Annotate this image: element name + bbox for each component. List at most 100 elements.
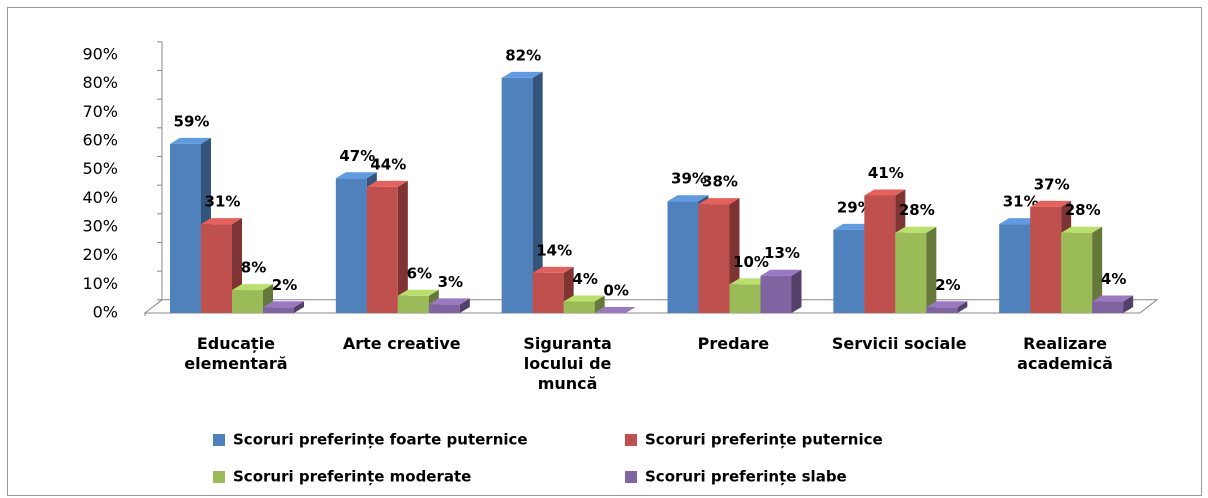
- legend-label: Scoruri preferințe moderate: [233, 468, 471, 486]
- bar-top: [999, 218, 1041, 225]
- bar-top: [1061, 226, 1103, 233]
- data-label: 4%: [572, 270, 597, 288]
- x-tick-label: Arte creative: [342, 334, 461, 353]
- y-tick-label: 80%: [82, 73, 118, 92]
- bar-top: [397, 289, 439, 296]
- floor: [143, 299, 1159, 314]
- bar-side: [1092, 226, 1103, 313]
- y-tick-label: 70%: [82, 102, 118, 121]
- bar-front: [397, 295, 429, 313]
- y-tick-label: 50%: [82, 159, 118, 178]
- bar-top: [563, 295, 605, 302]
- bar-top: [232, 284, 273, 291]
- bar: [1061, 226, 1103, 313]
- legend-swatch: [625, 434, 637, 446]
- bar-top: [201, 218, 242, 225]
- bar-top: [1030, 200, 1072, 207]
- data-label: 0%: [603, 282, 628, 300]
- bar-top: [263, 301, 304, 308]
- bar-front: [895, 232, 927, 313]
- data-label: 8%: [241, 259, 266, 277]
- bar-top: [760, 269, 802, 276]
- legend-swatch: [213, 471, 225, 483]
- x-tick-label: Realizare academică: [1017, 334, 1113, 373]
- y-tick-label: 90%: [82, 45, 118, 64]
- bar-front: [366, 186, 398, 313]
- y-tick-label: 0%: [93, 303, 118, 322]
- data-label: 6%: [407, 264, 432, 282]
- bar: [594, 307, 636, 313]
- bar-front: [428, 304, 460, 313]
- bar-top: [895, 226, 937, 233]
- legend-label: Scoruri preferințe foarte puternice: [233, 431, 528, 449]
- bar-side: [791, 269, 802, 313]
- bar-top: [335, 172, 377, 179]
- bar-side: [926, 226, 937, 313]
- bar-side: [594, 295, 605, 313]
- y-tick-label: 10%: [82, 274, 118, 293]
- data-label: 47%: [339, 147, 375, 165]
- data-label: 2%: [935, 276, 960, 294]
- bar-side: [397, 180, 408, 313]
- data-label: 4%: [1101, 270, 1126, 288]
- bar: [201, 218, 242, 313]
- bar-front: [864, 195, 896, 313]
- bar: [760, 269, 802, 313]
- y-tick-label: 30%: [82, 217, 118, 236]
- bar: [895, 226, 937, 313]
- data-label: 13%: [764, 244, 800, 262]
- bar-side: [1123, 295, 1134, 313]
- data-label: 31%: [205, 193, 241, 211]
- bar-front: [1030, 206, 1062, 313]
- bar-front: [698, 204, 730, 313]
- data-label: 3%: [438, 273, 463, 291]
- legend-label: Scoruri preferințe slabe: [645, 468, 847, 486]
- bar-front: [760, 275, 792, 313]
- bar-front: [170, 143, 201, 313]
- y-tick-label: 60%: [82, 131, 118, 150]
- bar-front: [201, 224, 232, 313]
- bar-front: [833, 229, 865, 313]
- bar-top: [428, 298, 470, 305]
- y-tick-label: 20%: [82, 245, 118, 264]
- bar: [366, 180, 408, 313]
- bar: [263, 301, 304, 313]
- bar-top: [926, 301, 968, 308]
- bar-front: [1061, 232, 1093, 313]
- bar-front: [263, 307, 294, 313]
- data-label: 2%: [272, 276, 297, 294]
- bar-top: [667, 195, 709, 202]
- bar: [926, 301, 968, 313]
- bar-top: [1092, 295, 1134, 302]
- bar: [1092, 295, 1134, 313]
- bar: [563, 295, 605, 313]
- data-label: 39%: [671, 170, 707, 188]
- data-label: 31%: [1003, 193, 1039, 211]
- data-label: 59%: [174, 112, 210, 130]
- bar-side: [532, 71, 543, 313]
- data-label: 44%: [370, 155, 406, 173]
- bar-top: [833, 223, 875, 230]
- x-tick-label: Servicii sociale: [831, 334, 967, 353]
- bar-top: [729, 278, 771, 285]
- bar-front: [335, 178, 367, 313]
- x-tick-label: Educație elementară: [184, 334, 288, 373]
- legend-swatch: [625, 471, 637, 483]
- bar-front: [532, 272, 564, 313]
- bar-front: [729, 284, 761, 313]
- data-label: 10%: [733, 253, 769, 271]
- data-label: 28%: [899, 201, 935, 219]
- bar-front: [667, 201, 699, 313]
- data-label: 37%: [1034, 175, 1070, 193]
- bar-front: [501, 77, 533, 313]
- data-label: 14%: [536, 241, 572, 259]
- legend-swatch: [213, 434, 225, 446]
- data-label: 38%: [702, 173, 738, 191]
- bar-top: [532, 266, 574, 273]
- bar-front: [1092, 301, 1124, 313]
- bar-side: [459, 298, 470, 313]
- data-label: 28%: [1065, 201, 1101, 219]
- bar-top: [698, 198, 740, 205]
